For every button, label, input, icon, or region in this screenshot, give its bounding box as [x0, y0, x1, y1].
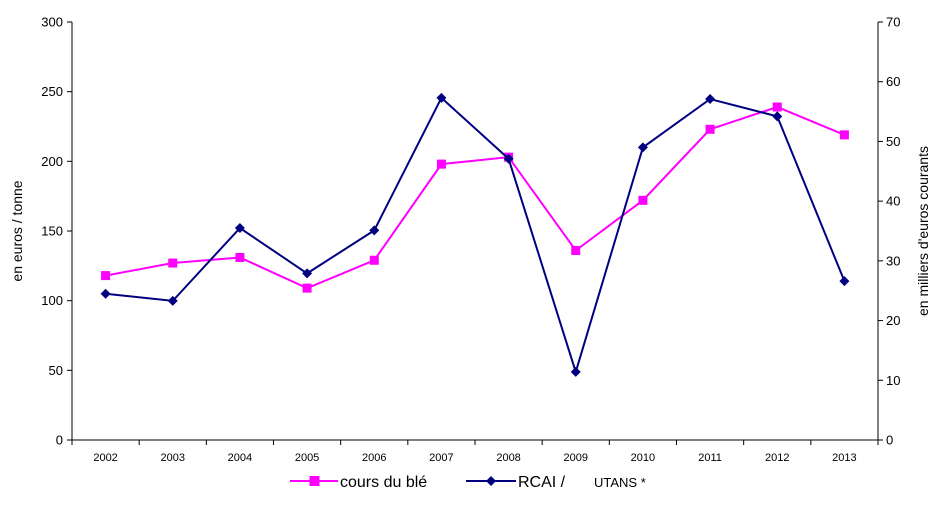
x-tick-label: 2005: [295, 452, 319, 464]
left-axis-title: en euros / tonne: [9, 180, 25, 281]
x-tick-label: 2012: [765, 452, 789, 464]
legend-label-1-suffix: UTANS *: [594, 475, 646, 490]
right-tick-label: 0: [886, 433, 893, 448]
series-0-point: [436, 159, 446, 169]
right-tick-label: 50: [886, 134, 900, 149]
x-tick-label: 2004: [228, 452, 252, 464]
series-0-point: [369, 255, 379, 265]
series-1-point: [302, 268, 313, 279]
series-1-point: [503, 153, 514, 164]
legend-label-1: RCAI /: [518, 474, 566, 491]
left-tick-label: 200: [41, 154, 63, 169]
x-tick-label: 2006: [362, 452, 386, 464]
series-1-point: [772, 111, 783, 122]
series-0-point: [168, 258, 178, 268]
right-tick-label: 10: [886, 373, 900, 388]
x-tick-label: 2007: [429, 452, 453, 464]
right-tick-label: 20: [886, 313, 900, 328]
right-tick-label: 60: [886, 74, 900, 89]
series-1-point: [369, 225, 380, 236]
legend-marker-1: [486, 476, 496, 486]
x-tick-label: 2013: [832, 452, 856, 464]
left-tick-label: 100: [41, 293, 63, 308]
legend-marker-0: [309, 476, 320, 486]
x-tick-label: 2009: [564, 452, 588, 464]
left-tick-label: 150: [41, 224, 63, 239]
right-axis-title: en milliers d'euros courants: [915, 146, 930, 316]
series-0-point: [839, 130, 849, 140]
x-tick-label: 2002: [93, 452, 117, 464]
right-tick-label: 70: [886, 15, 900, 30]
left-tick-label: 300: [41, 15, 63, 30]
series-1-point: [234, 223, 245, 234]
series-1-point: [570, 366, 581, 377]
series-1-point: [436, 92, 447, 103]
left-tick-label: 250: [41, 84, 63, 99]
series-1-point: [167, 295, 178, 306]
series-0-point: [101, 271, 111, 281]
series-1-point: [637, 142, 648, 153]
legend-label-0: cours du blé: [340, 474, 427, 491]
right-tick-label: 40: [886, 194, 900, 209]
left-tick-label: 50: [49, 363, 63, 378]
x-tick-label: 2008: [496, 452, 520, 464]
series-1-point: [100, 288, 111, 299]
x-tick-label: 2003: [161, 452, 185, 464]
series-1-point: [705, 94, 716, 105]
x-tick-label: 2011: [698, 452, 722, 464]
series-1-point: [839, 276, 850, 287]
series-0-point: [772, 102, 782, 112]
series-0-point: [705, 124, 715, 134]
series-0-point: [235, 252, 245, 262]
right-tick-label: 30: [886, 253, 900, 268]
series-0-point: [638, 195, 648, 205]
series-0-point: [302, 283, 312, 293]
series-0-point: [571, 246, 581, 256]
series-line-0: [105, 105, 845, 290]
x-tick-label: 2010: [631, 452, 655, 464]
series-line-1: [105, 96, 846, 376]
left-tick-label: 0: [56, 433, 63, 448]
